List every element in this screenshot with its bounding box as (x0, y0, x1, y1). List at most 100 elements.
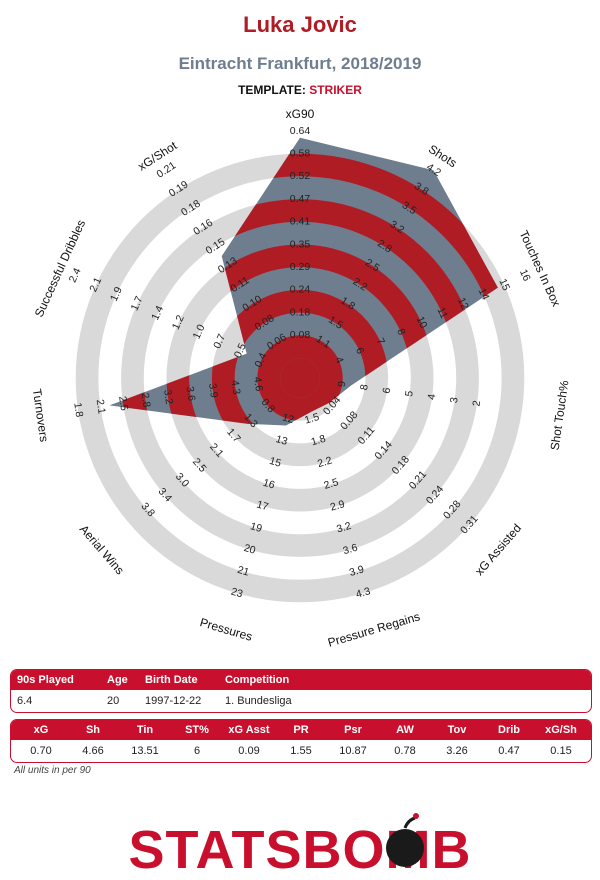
radar-tick-label: 1.0 (191, 323, 208, 341)
radar-tick-label: 2 (471, 400, 484, 408)
stats-header-cell: Psr (344, 724, 362, 736)
stats-value-cell: 1.55 (290, 745, 312, 757)
radar-axis-label: Turnovers (30, 388, 51, 443)
radar-tick-label: 2.5 (322, 476, 340, 492)
stats-value-cell: 0.78 (394, 745, 416, 757)
stats-header-cell: PR (293, 724, 309, 736)
info-header-cell: Competition (225, 674, 290, 686)
stats-header-cell: xG/Sh (545, 724, 577, 736)
stats-value-cell: 10.87 (339, 745, 367, 757)
radar-tick-label: 0.64 (290, 125, 311, 137)
radar-center (280, 358, 320, 398)
radar-tick-label: 13 (274, 433, 289, 448)
info-value-row: 6.4 20 1997-12-22 1. Bundesliga (11, 691, 591, 711)
radar-tick-label: 6 (353, 346, 366, 356)
radar-tick-label: 2.2 (316, 454, 334, 470)
radar-axis-label: Shot Touch% (548, 379, 572, 451)
radar-tick-label: 16 (517, 267, 533, 283)
radar-axis-label: xG Assisted (472, 521, 524, 578)
radar-tick-label: 8 (394, 327, 407, 337)
stats-value-cell: 13.51 (131, 745, 159, 757)
radar-tick-label: 2.9 (329, 498, 347, 514)
radar-tick-label: 3.9 (348, 563, 366, 579)
radar-fill-band (257, 335, 343, 421)
stats-header-cell: xG Asst (228, 724, 270, 736)
radar-tick-label: 4.3 (354, 585, 372, 601)
radar-tick-label: 9 (336, 380, 349, 388)
radar-tick-label: 3.6 (184, 386, 198, 402)
stats-header-cell: Sh (85, 724, 101, 736)
radar-tick-label: 0.52 (290, 170, 311, 182)
stats-header-cell: Drib (498, 724, 520, 736)
radar-tick-label: 7 (374, 336, 387, 346)
template-key: TEMPLATE: (238, 83, 306, 97)
stats-value-row: 0.70 4.66 13.51 6 0.09 1.55 10.87 0.78 3… (11, 741, 591, 761)
radar-tick-label: 2.1 (87, 275, 104, 293)
stats-table: xG Sh Tin ST% xG Asst PR Psr AW Tov Drib… (10, 719, 592, 763)
stats-header-cell: ST% (185, 724, 209, 736)
stats-header-cell: AW (396, 724, 414, 736)
info-value-cell: 1997-12-22 (145, 695, 202, 707)
radar-tick-label: 1.5 (303, 411, 321, 427)
template-label: TEMPLATE: STRIKER (0, 83, 600, 97)
radar-tick-labels: 0.080.180.240.290.350.410.470.520.580.64… (67, 125, 533, 601)
radar-tick-label: 20 (242, 542, 257, 557)
radar-tick-label: 3.9 (206, 382, 220, 398)
stats-value-cell: 0.09 (238, 745, 260, 757)
radar-axis-label: Pressures (198, 615, 254, 644)
units-footnote: All units in per 90 (14, 765, 91, 776)
radar-tick-label: 2.5 (116, 395, 130, 411)
radar-tick-label: 4.3 (229, 379, 243, 395)
radar-tick-label: 0.5 (232, 341, 249, 359)
info-header-cell: Birth Date (145, 674, 198, 686)
radar-tick-label: 0.47 (290, 193, 311, 205)
player-name: Luka Jovic (243, 12, 357, 37)
radar-tick-label: 1.2 (170, 313, 187, 331)
radar-axis-label: Successful Dribbles (32, 218, 89, 320)
stats-value-cell: 0.47 (498, 745, 520, 757)
radar-tick-label: 10 (414, 315, 430, 331)
radar-tick-label: 0.24 (290, 284, 311, 296)
radar-tick-label: 8 (358, 383, 371, 391)
stats-value-cell: 0.15 (550, 745, 572, 757)
radar-axis-label: xG90 (286, 107, 315, 121)
radar-tick-label: 0.4 (252, 351, 269, 369)
stats-value-cell: 4.66 (82, 745, 104, 757)
radar-tick-label: 6 (381, 387, 394, 395)
radar-axis-label: Pressure Regains (326, 609, 421, 649)
stats-header-row: xG Sh Tin ST% xG Asst PR Psr AW Tov Drib… (11, 720, 591, 740)
info-header-cell: 90s Played (17, 674, 74, 686)
radar-tick-label: 3 (448, 396, 461, 404)
radar-tick-label: 2.8 (139, 392, 153, 408)
radar-tick-label: 12 (455, 296, 471, 312)
radar-tick-label: 0.7 (211, 332, 228, 350)
info-value-cell: 6.4 (17, 695, 33, 707)
radar-tick-label: 2.1 (94, 399, 108, 415)
stats-value-cell: 6 (193, 745, 201, 757)
stats-value-cell: 0.70 (30, 745, 52, 757)
radar-tick-label: 3.2 (335, 520, 353, 536)
player-info-table: 90s Played Age Birth Date Competition 6.… (10, 669, 592, 713)
radar-tick-label: 4.6 (251, 376, 265, 392)
radar-tick-label: 1.7 (129, 294, 146, 312)
radar-tick-label: 17 (255, 498, 270, 513)
radar-tick-label: 0.35 (290, 238, 311, 250)
radar-tick-label: 3.2 (161, 389, 175, 405)
radar-tick-label: 4 (332, 355, 345, 365)
radar-tick-label: 2.4 (67, 266, 84, 284)
statsbomb-logo: STATSBOMB (129, 813, 470, 880)
team-season: Eintracht Frankfurt, 2018/2019 (178, 54, 422, 73)
radar-tick-label: 5 (403, 390, 416, 398)
radar-tick-label: 1.8 (71, 402, 85, 418)
stats-header-cell: Tov (447, 724, 467, 736)
info-value-cell: 1. Bundesliga (225, 695, 292, 707)
info-header-row: 90s Played Age Birth Date Competition (11, 670, 591, 690)
radar-tick-label: 1.8 (310, 433, 328, 449)
info-header-cell: Age (107, 674, 128, 686)
radar-tick-label: 12 (281, 411, 296, 426)
radar-tick-label: 4 (426, 393, 439, 401)
radar-tick-label: 0.18 (290, 306, 311, 318)
radar-tick-label: 3.6 (342, 542, 360, 558)
radar-tick-label: 0.29 (290, 261, 311, 273)
radar-tick-label: 11 (435, 306, 451, 321)
